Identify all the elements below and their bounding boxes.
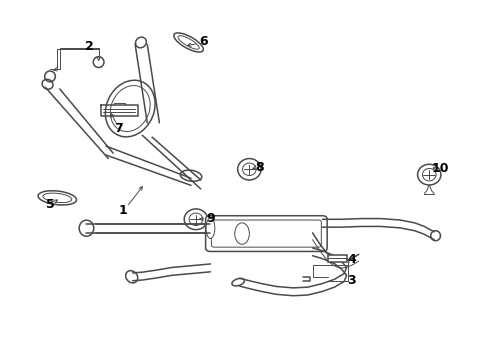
Ellipse shape [125,271,138,283]
Ellipse shape [231,278,244,286]
Text: 4: 4 [346,253,355,266]
Ellipse shape [79,220,94,236]
Ellipse shape [417,164,440,185]
Ellipse shape [105,80,155,137]
Ellipse shape [180,170,202,181]
Ellipse shape [430,231,440,241]
Text: 7: 7 [114,122,122,135]
Text: 1: 1 [118,204,127,217]
Text: 10: 10 [430,162,448,175]
Text: 6: 6 [199,35,207,48]
Bar [327,255,346,262]
Ellipse shape [205,218,214,239]
Text: 3: 3 [346,274,355,287]
Text: 9: 9 [206,212,214,225]
FancyBboxPatch shape [205,216,326,251]
Text: 2: 2 [84,40,93,53]
Ellipse shape [184,209,207,230]
Text: 8: 8 [255,161,264,174]
Text: 5: 5 [45,198,54,211]
Ellipse shape [38,191,76,205]
Ellipse shape [237,158,261,180]
